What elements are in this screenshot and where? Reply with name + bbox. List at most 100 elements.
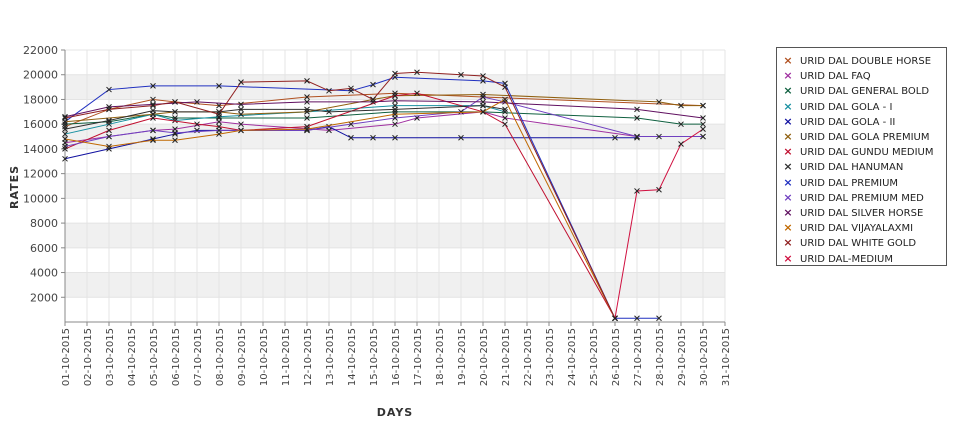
- data-point: [502, 121, 508, 128]
- legend-item: × URID DAL DOUBLE HORSE: [781, 53, 931, 68]
- series-urid-dal-premium-med: [62, 94, 706, 150]
- x-tick-label: 15-10-2015: [369, 328, 380, 386]
- data-point: [216, 131, 222, 137]
- data-point: [700, 126, 706, 132]
- legend-item: × URID DAL FAQ: [781, 68, 870, 83]
- legend-label: URID DAL PREMIUM MED: [800, 192, 924, 204]
- data-point: [150, 83, 156, 89]
- legend-marker-icon: ×: [783, 160, 793, 174]
- legend-item: × URID DAL-MEDIUM: [781, 251, 893, 266]
- x-tick-label: 10-10-2015: [259, 328, 270, 386]
- data-point: [700, 121, 706, 128]
- x-tick-label: 25-10-2015: [589, 328, 600, 386]
- data-point: [216, 113, 222, 120]
- legend-label: URID DAL WHITE GOLD: [800, 238, 917, 250]
- legend-marker-icon: ×: [783, 175, 793, 189]
- data-point: [392, 111, 398, 118]
- legend-label: URID DAL DOUBLE HORSE: [800, 56, 932, 67]
- x-tick-label: 24-10-2015: [567, 328, 578, 386]
- data-point: [150, 102, 156, 109]
- data-point: [480, 73, 486, 79]
- data-point: [480, 78, 486, 84]
- data-point: [700, 115, 706, 121]
- data-point: [304, 108, 310, 115]
- legend-marker-icon: ×: [783, 130, 793, 143]
- data-point: [392, 90, 398, 97]
- x-tick-label: 09-10-2015: [237, 328, 248, 386]
- data-point: [480, 99, 486, 105]
- data-point: [194, 121, 200, 128]
- data-point: [238, 127, 244, 134]
- y-tick-label: 6000: [30, 242, 58, 255]
- data-point: [678, 102, 684, 109]
- y-tick-label: 12000: [23, 168, 58, 181]
- data-point: [150, 96, 156, 103]
- data-point: [656, 99, 662, 105]
- data-point: [458, 108, 464, 115]
- legend-marker-icon: ×: [783, 69, 793, 83]
- data-point: [62, 115, 68, 121]
- data-point: [348, 121, 354, 128]
- data-point: [634, 106, 640, 113]
- data-point: [392, 97, 398, 104]
- legend-item: × URID DAL PREMIUM: [781, 175, 898, 190]
- x-tick-label: 06-10-2015: [171, 328, 182, 386]
- data-point: [216, 83, 222, 89]
- data-point: [656, 133, 662, 140]
- data-point: [458, 134, 464, 141]
- data-point: [216, 102, 222, 109]
- data-point: [392, 121, 398, 128]
- data-point: [150, 107, 156, 114]
- x-tick-label: 17-10-2015: [413, 328, 424, 386]
- grid-lines: [64, 49, 726, 322]
- data-point: [678, 141, 684, 147]
- legend-label: URID DAL-MEDIUM: [800, 253, 894, 265]
- legend-item: × URID DAL GUNDU MEDIUM: [781, 144, 933, 159]
- data-point: [414, 90, 420, 97]
- x-tick-label: 27-10-2015: [633, 328, 644, 386]
- data-point: [656, 186, 662, 193]
- data-point: [304, 106, 310, 113]
- data-point: [392, 92, 398, 99]
- legend-marker-icon: ×: [783, 206, 793, 219]
- series-urid-dal-general-bold: [62, 108, 706, 128]
- data-point: [62, 131, 68, 137]
- data-point: [392, 106, 398, 113]
- data-point: [304, 99, 310, 105]
- data-point: [634, 133, 640, 140]
- legend-item: × URID DAL PREMIUM MED: [781, 190, 924, 205]
- data-point: [480, 91, 486, 98]
- x-tick-label: 20-10-2015: [479, 328, 490, 386]
- data-point: [304, 115, 310, 121]
- x-tick-label: 31-10-2015: [721, 328, 732, 386]
- data-point: [304, 78, 310, 84]
- legend-label: URID DAL GOLA PREMIUM: [800, 132, 930, 143]
- data-point: [502, 115, 508, 121]
- data-point: [172, 137, 178, 144]
- x-tick-label: 26-10-2015: [611, 328, 622, 386]
- data-point: [656, 315, 662, 322]
- data-point: [480, 108, 486, 115]
- legend-marker-icon: ×: [783, 99, 793, 113]
- legend: × URID DAL DOUBLE HORSE × URID DAL FAQ × URID…: [776, 47, 947, 266]
- x-tick-labels: 01-10-2015 02-10-2015 03-10-2015 04-10-2015…: [61, 328, 732, 386]
- x-tick-label: 04-10-2015: [127, 328, 138, 386]
- x-tick-label: 18-10-2015: [435, 328, 446, 386]
- y-tick-label: 14000: [23, 143, 58, 156]
- legend-marker-icon: ×: [783, 84, 793, 98]
- x-tick-label: 21-10-2015: [501, 328, 512, 386]
- data-point: [392, 70, 398, 77]
- x-tick-label: 12-10-2015: [303, 328, 314, 386]
- series-line: [64, 94, 703, 123]
- series-line: [64, 92, 616, 319]
- legend-marker-icon: ×: [783, 236, 793, 250]
- y-tick-label: 22000: [23, 44, 58, 57]
- y-tick-label: 2000: [30, 291, 58, 304]
- data-point: [458, 71, 464, 78]
- x-tick-label: 07-10-2015: [193, 328, 204, 386]
- x-tick-label: 02-10-2015: [83, 328, 94, 386]
- legend-marker-icon: ×: [783, 145, 793, 159]
- y-tick-labels: 2000 4000 6000 8000 10000 12000 14000 16000 1800…: [23, 44, 58, 304]
- data-point: [172, 99, 178, 105]
